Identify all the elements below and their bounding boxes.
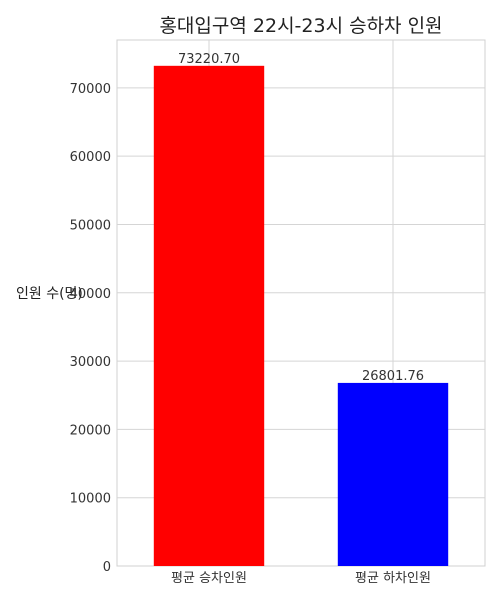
data-labels: 73220.70 26801.76: [178, 52, 424, 384]
x-tick-label: 평균 하차인원: [355, 571, 431, 586]
y-axis-label: 인원 수(명): [16, 286, 83, 302]
bars: [153, 65, 449, 566]
bar: [153, 65, 265, 566]
y-tick-label: 60000: [70, 150, 111, 165]
data-label: 73220.70: [178, 52, 240, 67]
y-tick-labels: 0 10000 20000 30000 40000 50000 60000 70000: [70, 82, 111, 575]
y-tick-label: 50000: [70, 218, 111, 233]
y-tick-label: 40000: [70, 287, 111, 302]
y-tick-label: 10000: [70, 492, 111, 507]
x-tick-label: 평균 승차인원: [171, 571, 247, 586]
chart-title: 홍대입구역 22시-23시 승하차 인원: [159, 15, 442, 37]
bar: [337, 382, 449, 566]
y-tick-label: 0: [103, 560, 111, 575]
x-tick-labels: 평균 승차인원 평균 하차인원: [171, 571, 431, 586]
y-tick-label: 70000: [70, 82, 111, 97]
y-tick-label: 30000: [70, 355, 111, 370]
y-tick-label: 20000: [70, 423, 111, 438]
data-label: 26801.76: [362, 369, 424, 384]
